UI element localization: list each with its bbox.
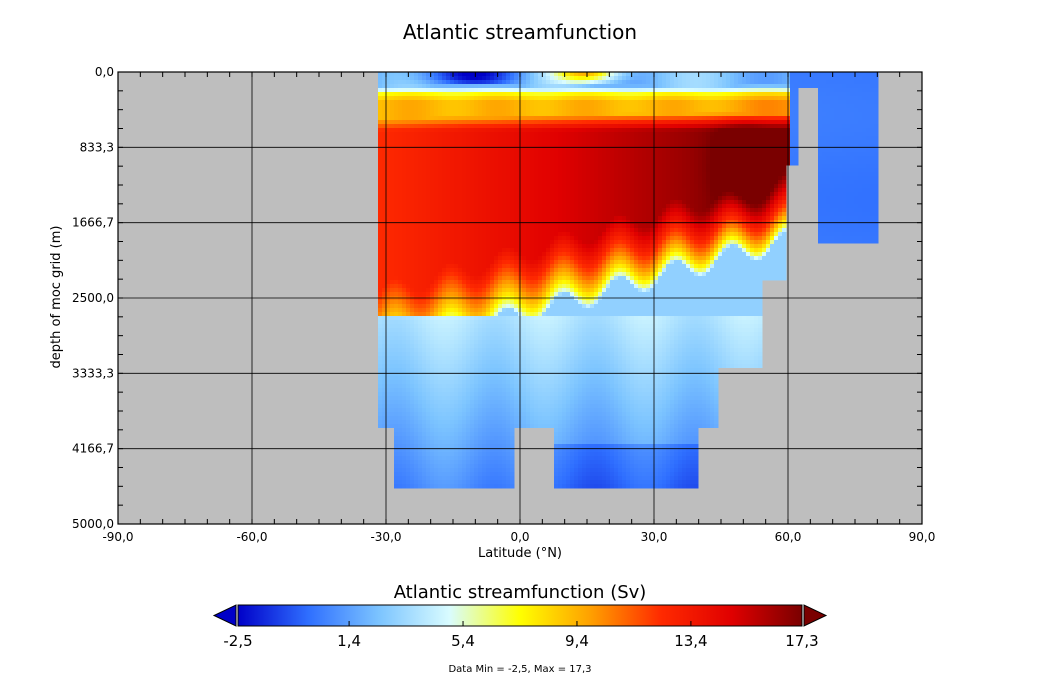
y-tick-label: 0,0 [95, 65, 114, 79]
chart-title: Atlantic streamfunction [403, 20, 637, 44]
y-tick-label: 1666,7 [72, 216, 114, 230]
colorbar-gradient [237, 604, 803, 627]
axes: -90,0 -60,0 -30,0 0,0 30,0 60,0 90,0 0,0 833,3 16… [72, 65, 935, 544]
colorbar-tick-label: -2,5 [223, 632, 252, 650]
y-tick-label: 3333,3 [72, 366, 114, 380]
y-tick-label: 833,3 [80, 140, 114, 154]
colorbar-tick-label: 17,3 [785, 632, 818, 650]
x-axis-label: Latitude (°N) [478, 546, 562, 561]
colorbar-min-arrow [212, 604, 237, 627]
y-axis-label: depth of moc grid (m) [49, 226, 64, 369]
y-tick-label: 4166,7 [72, 442, 114, 456]
x-tick-label: -90,0 [102, 530, 133, 544]
x-tick-label: 0,0 [510, 530, 529, 544]
x-tick-label: -30,0 [370, 530, 401, 544]
data-range-note: Data Min = -2,5, Max = 17,3 [448, 664, 591, 675]
y-tick-label: 5000,0 [72, 517, 114, 531]
colorbar-max-arrow [803, 604, 828, 627]
x-tick-label: 90,0 [909, 530, 936, 544]
y-tick-label: 2500,0 [72, 291, 114, 305]
colorbar-tick-label: 1,4 [337, 632, 361, 650]
colorbar-tick-label: 13,4 [674, 632, 707, 650]
x-tick-label: -60,0 [236, 530, 267, 544]
x-tick-label: 30,0 [641, 530, 668, 544]
colorbar-tick-label: 5,4 [451, 632, 475, 650]
plot-frame [117, 71, 923, 525]
colorbar: -2,5 1,4 5,4 9,4 13,4 17,3 [212, 604, 828, 650]
x-tick-label: 60,0 [775, 530, 802, 544]
colorbar-title: Atlantic streamfunction (Sv) [394, 582, 647, 603]
colorbar-tick-label: 9,4 [565, 632, 589, 650]
